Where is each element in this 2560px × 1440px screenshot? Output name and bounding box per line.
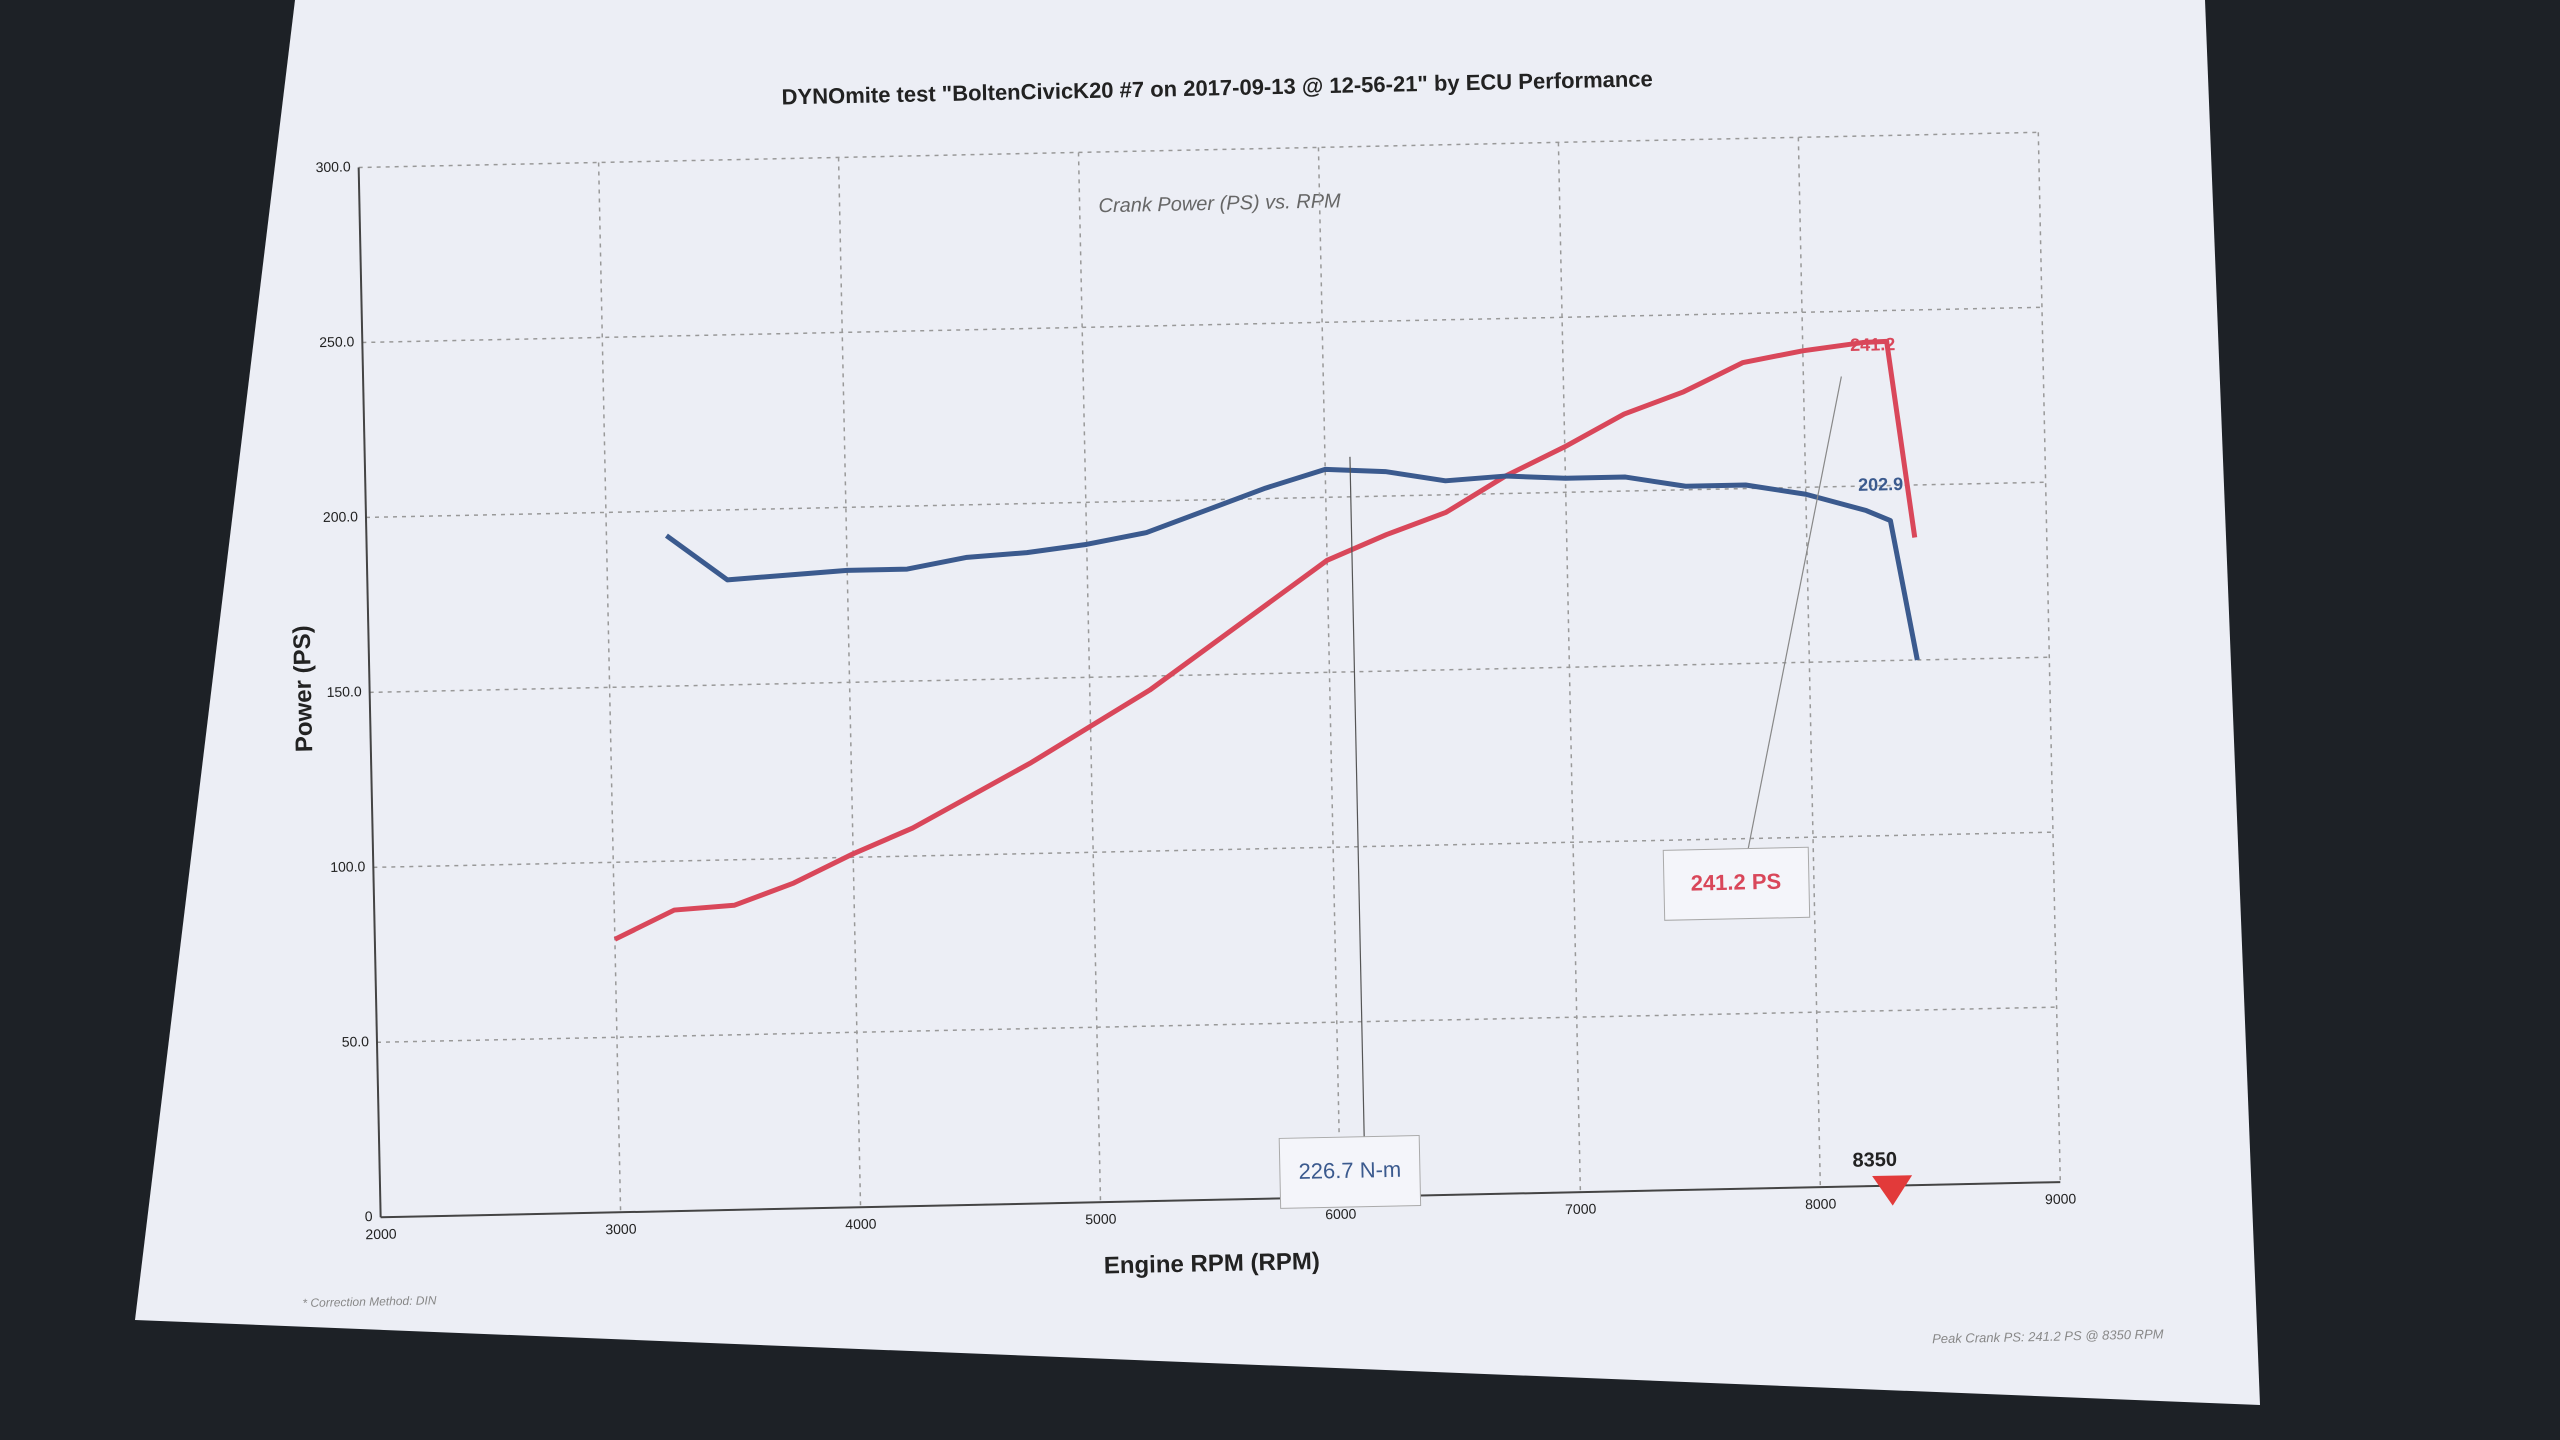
y-tick-label: 100.0: [330, 858, 366, 875]
grid-line: [2037, 132, 2062, 1183]
grid-line: [369, 656, 2050, 694]
y-tick-label: 50.0: [342, 1033, 370, 1050]
x-tick-label: 4000: [845, 1216, 877, 1233]
callout-box: [1662, 846, 1811, 921]
x-tick-label: 2000: [365, 1226, 397, 1243]
grid-line: [1317, 147, 1342, 1198]
peak-power-callout: 241.2 PS: [1690, 869, 1781, 896]
x-tick-label: 9000: [2045, 1190, 2077, 1207]
chart: DYNOmite test "BoltenCivicK20 #7 on 2017…: [289, 66, 2164, 1346]
end-torque-label: 202.9: [1858, 474, 1903, 495]
leader-line: [1747, 376, 1842, 849]
grid-line: [376, 1006, 2057, 1044]
footnote: * Correction Method: DIN: [302, 1293, 437, 1310]
grid-line: [365, 481, 2046, 519]
paper: [135, 0, 2260, 1405]
y-tick-label: 200.0: [323, 508, 359, 525]
leader-line: [1349, 456, 1365, 1137]
peak-torque-callout: 226.7 N-m: [1298, 1157, 1401, 1184]
plot-area: 0 50.0 100.0 150.0 200.0 250.0 300.0 2000 3000 40…: [315, 131, 2077, 1243]
y-axis-label: Power (PS): [289, 625, 319, 752]
x-axis: [380, 1181, 2061, 1219]
x-tick-label: 3000: [605, 1221, 637, 1238]
x-tick-label: 5000: [1085, 1211, 1117, 1228]
y-tick-label: 300.0: [315, 158, 351, 175]
grid-line: [373, 831, 2053, 869]
y-tick-label: 0: [365, 1208, 373, 1224]
x-tick-label: 6000: [1325, 1206, 1357, 1223]
chart-subtitle: Crank Power (PS) vs. RPM: [1098, 190, 1341, 217]
rpm-marker: [1872, 1175, 1913, 1206]
footnote: Peak Crank PS: 241.2 PS @ 8350 RPM: [1932, 1326, 2164, 1346]
series-line: [664, 466, 1920, 661]
y-tick-label: 250.0: [319, 333, 355, 350]
y-axis: [357, 167, 382, 1218]
grid-line: [597, 162, 622, 1213]
grid-line: [1797, 137, 1822, 1188]
grid-line: [362, 306, 2042, 344]
peak-power-label: 241.2: [1850, 334, 1895, 355]
y-tick-label: 150.0: [326, 683, 362, 700]
rpm-marker-label: 8350: [1852, 1149, 1897, 1172]
x-tick-label: 8000: [1805, 1195, 1837, 1212]
grid-line: [837, 157, 862, 1208]
grid-line: [1557, 142, 1582, 1193]
grid-line: [358, 131, 2039, 169]
grid-line: [1077, 152, 1102, 1203]
callout-box: [1278, 1134, 1422, 1209]
x-tick-label: 7000: [1565, 1201, 1597, 1218]
x-axis-label: Engine RPM (RPM): [1104, 1248, 1321, 1280]
series-line: [613, 338, 1918, 942]
